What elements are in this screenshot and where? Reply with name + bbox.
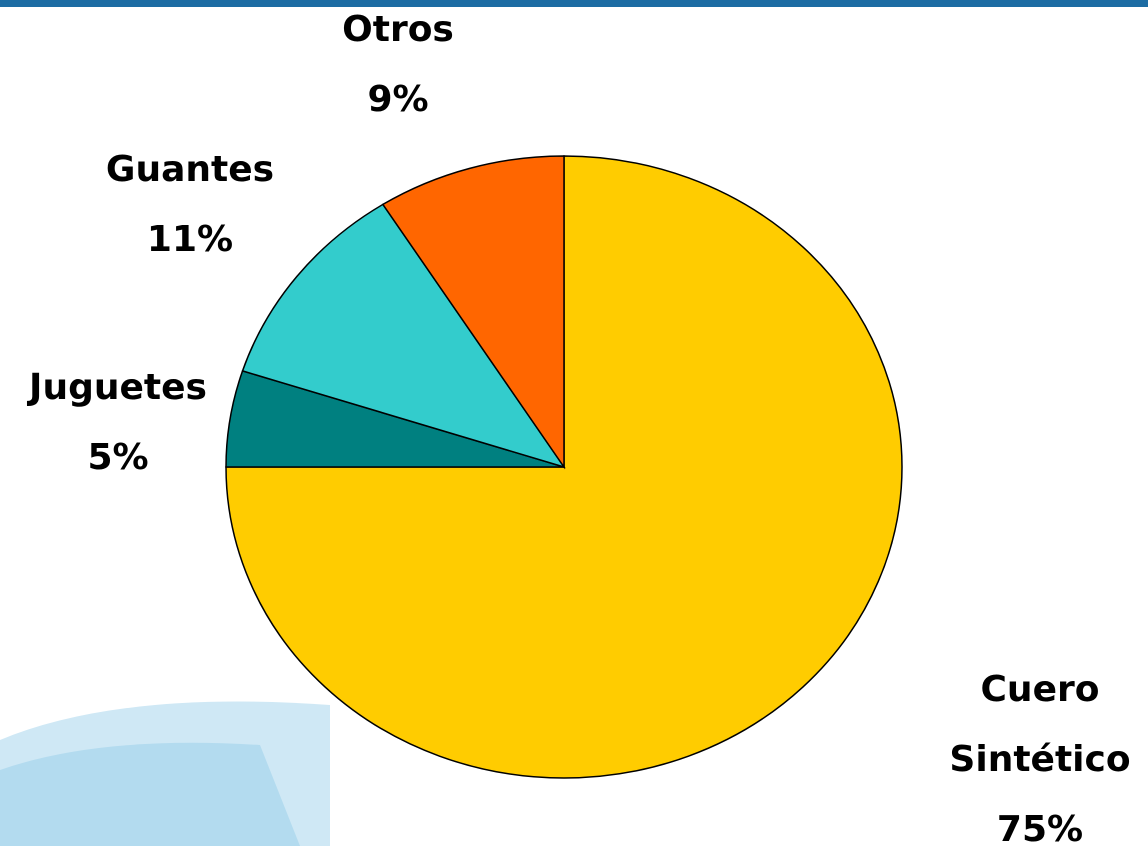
slice-value: 9% [367, 79, 429, 120]
pie-slice [241, 203, 566, 469]
slice-label: Juguetes [29, 367, 207, 408]
slice-value: 75% [996, 809, 1084, 846]
pie-slice [381, 155, 565, 470]
pie [225, 155, 903, 779]
decoration [0, 742, 300, 846]
pie-slice [225, 155, 903, 779]
slice-value: 5% [87, 437, 149, 478]
slice-label: Otros [342, 9, 454, 50]
slice-value: 11% [146, 219, 234, 260]
slice-label: Cuero Sintético [949, 669, 1131, 780]
slice-label: Guantes [105, 149, 275, 190]
top-bar [0, 0, 1148, 7]
